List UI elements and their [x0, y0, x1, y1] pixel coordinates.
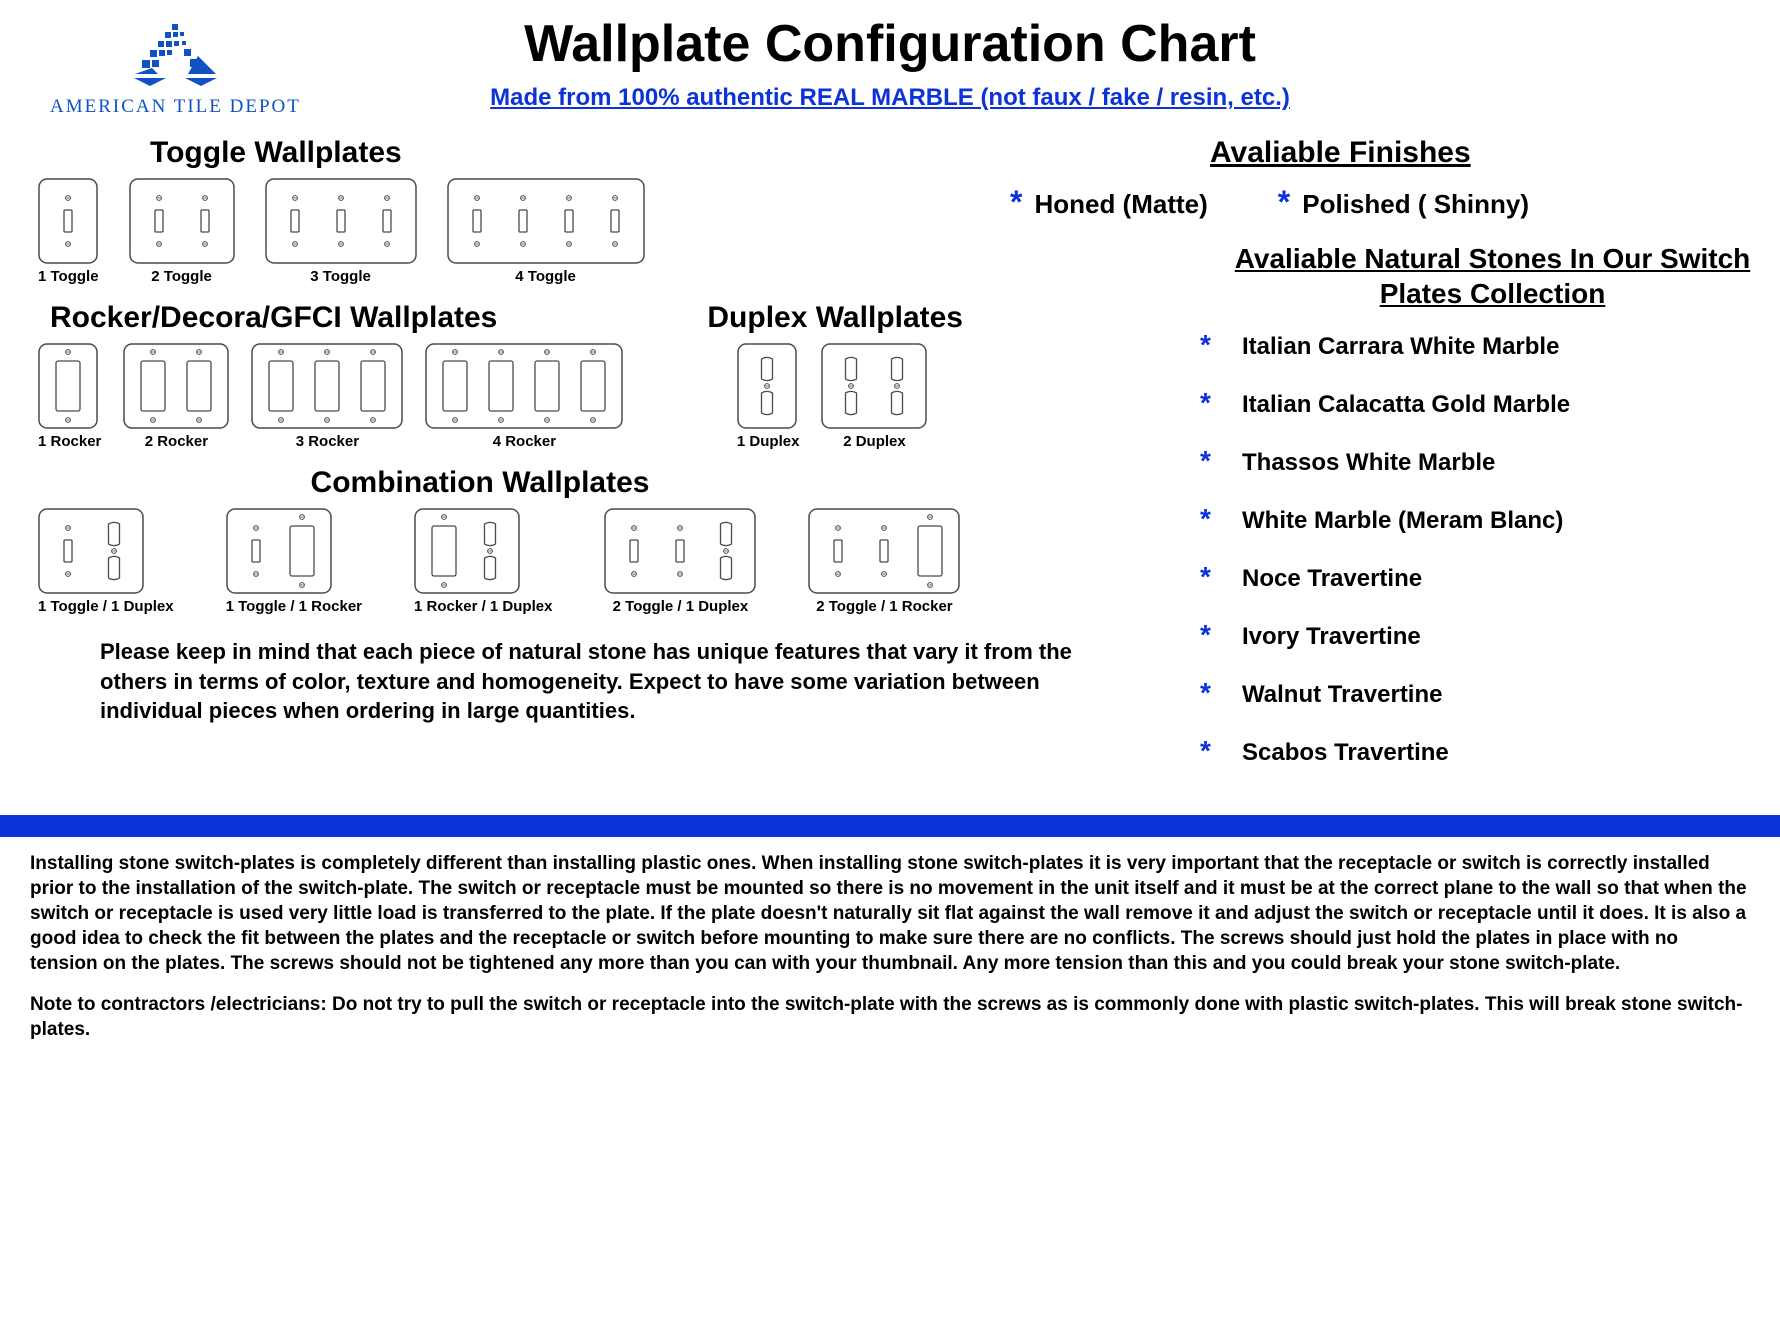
wallplate-item: 1 Toggle / 1 Rocker — [226, 508, 362, 615]
section-duplex: Duplex Wallplates 1 Duplex 2 Duplex — [707, 297, 963, 462]
finishes-heading: Avaliable Finishes — [1210, 136, 1760, 170]
stone-label: Ivory Travertine — [1242, 623, 1421, 651]
stone-label: Scabos Travertine — [1242, 739, 1449, 767]
stone-label: Italian Calacatta Gold Marble — [1242, 391, 1570, 419]
stone-label: Italian Carrara White Marble — [1242, 333, 1559, 361]
wallplate-caption: 1 Toggle / 1 Duplex — [38, 598, 174, 615]
stones-heading: Avaliable Natural Stones In Our Switch P… — [1225, 241, 1760, 311]
stone-label: Noce Travertine — [1242, 565, 1422, 593]
wallplate-caption: 2 Duplex — [821, 433, 927, 450]
wallplate-caption: 4 Rocker — [425, 433, 623, 450]
wallplate-item: 2 Duplex — [821, 343, 927, 450]
bullet-star-icon: * — [1200, 445, 1222, 477]
stone-item: * Italian Calacatta Gold Marble — [1200, 387, 1760, 419]
brand-logo: AMERICAN TILE DEPOT — [50, 22, 301, 118]
install-instructions: Installing stone switch-plates is comple… — [20, 851, 1760, 1043]
section-combo: Combination Wallplates 1 Toggle / 1 Dupl… — [20, 466, 1130, 627]
section-title: Combination Wallplates — [30, 466, 930, 500]
stone-item: * Walnut Travertine — [1200, 677, 1760, 709]
bullet-star-icon: * — [1200, 503, 1222, 535]
wallplate-caption: 2 Toggle — [129, 268, 235, 285]
wallplate-caption: 3 Rocker — [251, 433, 403, 450]
install-para: Installing stone switch-plates is comple… — [30, 851, 1750, 976]
wallplate-item: 1 Toggle — [38, 178, 99, 285]
bullet-star-icon: * — [1200, 387, 1222, 419]
finish-item: * Polished ( Shinny) — [1278, 184, 1529, 221]
wallplate-caption: 4 Toggle — [447, 268, 645, 285]
wallplate-item: 1 Duplex — [737, 343, 800, 450]
brand-name: AMERICAN TILE DEPOT — [50, 96, 301, 118]
finish-label: Polished ( Shinny) — [1302, 189, 1529, 220]
wallplate-item: 3 Rocker — [251, 343, 403, 450]
stone-item: * White Marble (Meram Blanc) — [1200, 503, 1760, 535]
wallplate-item: 3 Toggle — [265, 178, 417, 285]
wallplate-caption: 3 Toggle — [265, 268, 417, 285]
wallplate-item: 1 Rocker / 1 Duplex — [414, 508, 552, 615]
section-toggle: Toggle Wallplates 1 Toggle 2 Toggle 3 Togg… — [20, 136, 1130, 297]
bullet-star-icon: * — [1010, 184, 1022, 221]
stone-item: * Noce Travertine — [1200, 561, 1760, 593]
wallplate-item: 4 Rocker — [425, 343, 623, 450]
section-title: Duplex Wallplates — [707, 301, 963, 335]
bullet-star-icon: * — [1200, 619, 1222, 651]
wallplate-item: 1 Rocker — [38, 343, 101, 450]
bullet-star-icon: * — [1200, 329, 1222, 361]
wallplate-item: 2 Toggle / 1 Duplex — [604, 508, 756, 615]
divider-bar — [0, 815, 1780, 837]
wallplate-caption: 1 Duplex — [737, 433, 800, 450]
wallplate-caption: 2 Toggle / 1 Rocker — [808, 598, 960, 615]
wallplate-caption: 1 Toggle / 1 Rocker — [226, 598, 362, 615]
wallplate-caption: 1 Rocker / 1 Duplex — [414, 598, 552, 615]
stone-label: White Marble (Meram Blanc) — [1242, 507, 1563, 535]
section-rocker: Rocker/Decora/GFCI Wallplates 1 Rocker 2 … — [20, 297, 637, 462]
bullet-star-icon: * — [1200, 735, 1222, 767]
stone-item: * Ivory Travertine — [1200, 619, 1760, 651]
stone-item: * Italian Carrara White Marble — [1200, 329, 1760, 361]
section-title: Rocker/Decora/GFCI Wallplates — [50, 301, 637, 335]
wallplate-item: 1 Toggle / 1 Duplex — [38, 508, 174, 615]
wallplate-caption: 1 Rocker — [38, 433, 101, 450]
wallplate-caption: 1 Toggle — [38, 268, 99, 285]
install-para: Note to contractors /electricians: Do no… — [30, 992, 1750, 1042]
finish-label: Honed (Matte) — [1034, 189, 1207, 220]
stone-item: * Scabos Travertine — [1200, 735, 1760, 767]
stone-item: * Thassos White Marble — [1200, 445, 1760, 477]
wallplate-item: 4 Toggle — [447, 178, 645, 285]
wallplate-caption: 2 Rocker — [123, 433, 229, 450]
wallplate-caption: 2 Toggle / 1 Duplex — [604, 598, 756, 615]
finish-item: * Honed (Matte) — [1010, 184, 1208, 221]
bullet-star-icon: * — [1278, 184, 1290, 221]
bullet-star-icon: * — [1200, 561, 1222, 593]
bullet-star-icon: * — [1200, 677, 1222, 709]
wallplate-item: 2 Toggle / 1 Rocker — [808, 508, 960, 615]
section-title: Toggle Wallplates — [150, 136, 1130, 170]
subtitle-link[interactable]: Made from 100% authentic REAL MARBLE (no… — [490, 84, 1290, 112]
stone-disclaimer: Please keep in mind that each piece of n… — [20, 627, 1130, 726]
stone-label: Walnut Travertine — [1242, 681, 1442, 709]
wallplate-item: 2 Toggle — [129, 178, 235, 285]
stone-label: Thassos White Marble — [1242, 449, 1495, 477]
wallplate-item: 2 Rocker — [123, 343, 229, 450]
